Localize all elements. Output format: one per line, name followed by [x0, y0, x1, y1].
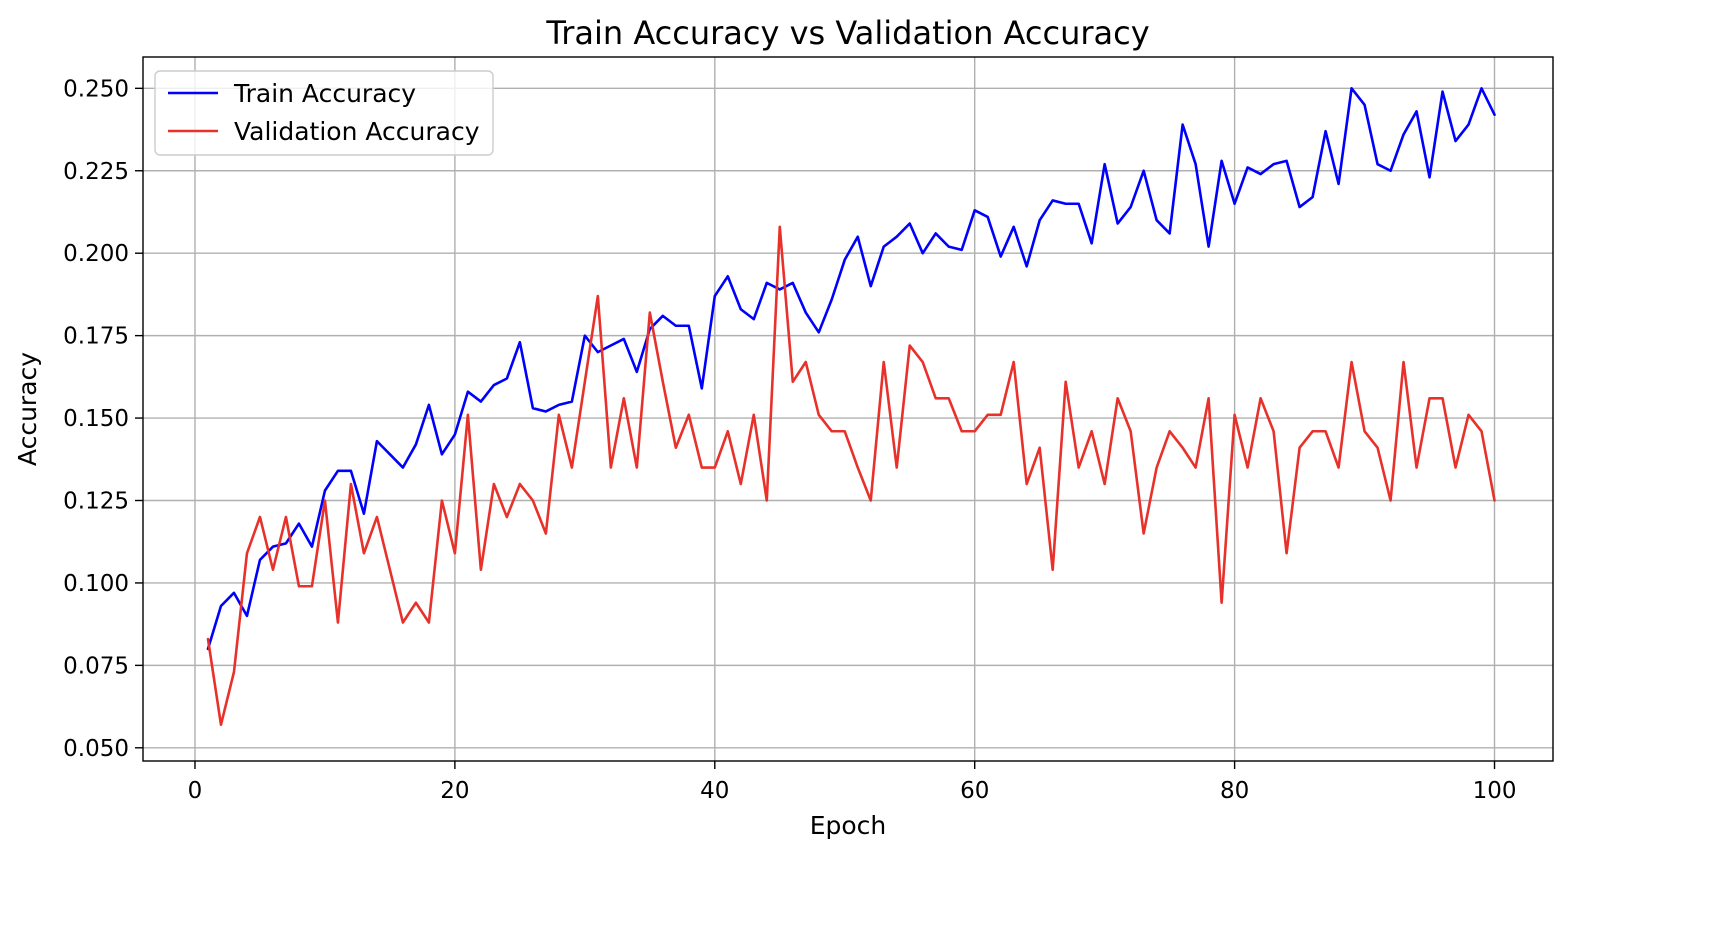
chart-title: Train Accuracy vs Validation Accuracy [545, 14, 1149, 52]
grid-lines [143, 57, 1553, 761]
plot-frame [142, 56, 1554, 762]
y-tick-label: 0.100 [63, 571, 129, 597]
y-axis-label: Accuracy [13, 352, 42, 466]
series-lines [206, 87, 1496, 727]
x-tick-label: 100 [1473, 778, 1517, 804]
x-tick-label: 60 [960, 778, 989, 804]
legend-label-train: Train Accuracy [233, 79, 416, 108]
x-tick-label: 20 [440, 778, 469, 804]
x-axis-label: Epoch [810, 811, 887, 840]
validation-accuracy-line [206, 225, 1496, 727]
axis-ticks: 0 20 40 60 80 100 0.050 0.075 0.100 0.125 0.150 0.1… [63, 76, 1516, 804]
y-tick-label: 0.075 [63, 653, 129, 679]
legend-box [154, 70, 494, 156]
legend-label-validation: Validation Accuracy [234, 117, 480, 146]
x-tick-label: 80 [1220, 778, 1249, 804]
y-tick-label: 0.125 [63, 489, 129, 515]
y-tick-label: 0.250 [63, 76, 129, 102]
x-tick-label: 0 [188, 778, 203, 804]
y-tick-label: 0.200 [63, 241, 129, 267]
y-tick-label: 0.150 [63, 406, 129, 432]
legend: Train Accuracy Validation Accuracy [154, 70, 494, 156]
y-tick-label: 0.225 [63, 159, 129, 185]
x-tick-label: 40 [700, 778, 729, 804]
y-tick-label: 0.050 [63, 736, 129, 762]
train-accuracy-line [206, 87, 1496, 651]
y-tick-label: 0.175 [63, 324, 129, 350]
